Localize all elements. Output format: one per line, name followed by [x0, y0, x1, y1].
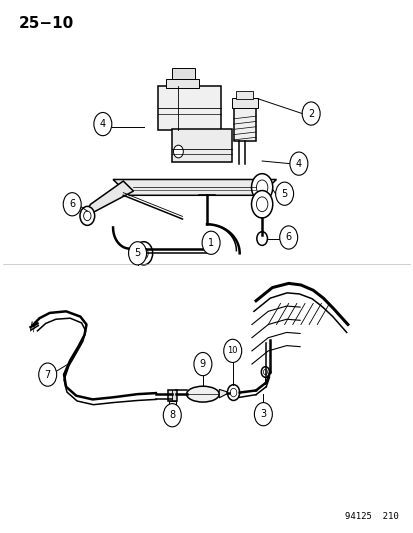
- Text: 1: 1: [207, 238, 214, 248]
- Text: 8: 8: [169, 410, 175, 420]
- Circle shape: [202, 231, 220, 254]
- Bar: [236, 91, 252, 99]
- Bar: [166, 79, 198, 88]
- Circle shape: [227, 385, 239, 400]
- Circle shape: [163, 403, 181, 427]
- Circle shape: [173, 145, 183, 158]
- Polygon shape: [219, 390, 229, 398]
- Circle shape: [256, 232, 267, 245]
- Text: 4: 4: [295, 159, 301, 168]
- Text: 9: 9: [199, 359, 206, 369]
- Text: 6: 6: [69, 199, 75, 209]
- Circle shape: [193, 352, 211, 376]
- Text: 6: 6: [285, 232, 291, 243]
- Circle shape: [279, 226, 297, 249]
- Text: 3: 3: [260, 409, 266, 419]
- Bar: [231, 98, 257, 108]
- Circle shape: [251, 174, 272, 201]
- Bar: [172, 68, 194, 79]
- Circle shape: [94, 112, 112, 136]
- Polygon shape: [86, 181, 133, 214]
- Text: 94125  210: 94125 210: [344, 512, 398, 521]
- Bar: [172, 130, 231, 162]
- Bar: [169, 401, 176, 407]
- Circle shape: [289, 152, 307, 175]
- Text: 10: 10: [227, 346, 237, 356]
- Text: 25−10: 25−10: [19, 16, 74, 31]
- Polygon shape: [113, 180, 276, 195]
- Circle shape: [128, 241, 146, 265]
- Text: 5: 5: [134, 248, 140, 259]
- Circle shape: [223, 340, 241, 362]
- Circle shape: [251, 191, 272, 218]
- Circle shape: [63, 192, 81, 216]
- Circle shape: [39, 363, 57, 386]
- Circle shape: [261, 367, 269, 377]
- Circle shape: [301, 102, 319, 125]
- Circle shape: [275, 182, 293, 205]
- Circle shape: [134, 241, 152, 265]
- Ellipse shape: [186, 386, 219, 402]
- Circle shape: [80, 206, 95, 225]
- Text: 4: 4: [100, 119, 106, 129]
- Text: 7: 7: [45, 369, 51, 379]
- Bar: [168, 391, 177, 401]
- Text: 5: 5: [281, 189, 287, 199]
- Text: 2: 2: [307, 109, 313, 118]
- Bar: [158, 86, 221, 131]
- Bar: [233, 107, 255, 141]
- Circle shape: [254, 402, 272, 426]
